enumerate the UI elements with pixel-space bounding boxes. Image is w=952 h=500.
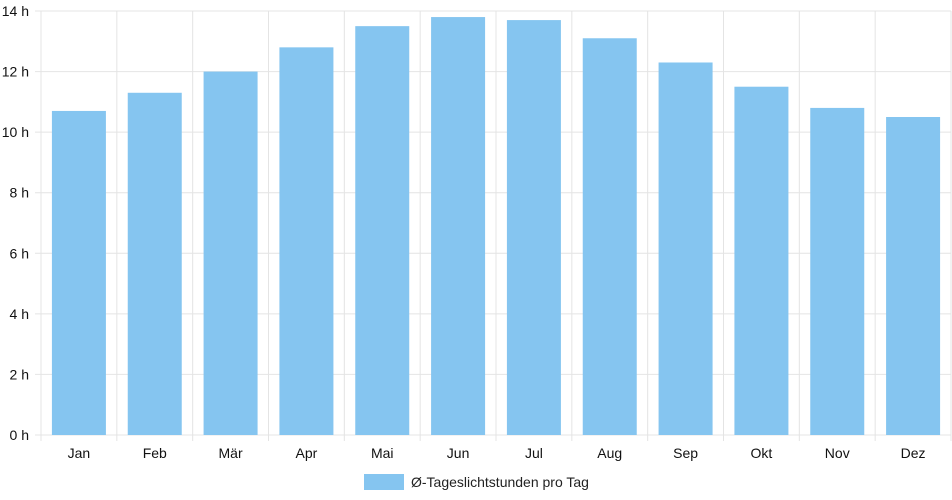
bar[interactable]	[127, 92, 182, 436]
bar[interactable]	[431, 17, 486, 436]
bars	[51, 17, 941, 436]
bar[interactable]	[734, 86, 789, 435]
y-tick-label: 2 h	[10, 366, 29, 382]
bar[interactable]	[355, 26, 410, 436]
x-tick-label: Feb	[143, 445, 167, 461]
y-tick-label: 14 h	[2, 3, 29, 19]
bar[interactable]	[886, 117, 941, 435]
legend-label[interactable]: Ø-Tageslichtstunden pro Tag	[411, 474, 589, 490]
x-tick-label: Mai	[371, 445, 394, 461]
x-tick-label: Apr	[296, 445, 318, 461]
x-tick-label: Jan	[68, 445, 91, 461]
y-axis-ticks: 0 h 2 h 4 h 6 h 8 h 10 h 12 h 14 h	[2, 3, 29, 443]
bar[interactable]	[51, 110, 106, 435]
bar[interactable]	[810, 107, 865, 436]
y-tick-label: 6 h	[10, 245, 29, 261]
grid-lines	[35, 10, 952, 441]
bar[interactable]	[203, 71, 258, 436]
y-tick-label: 10 h	[2, 124, 29, 140]
x-tick-label: Aug	[597, 445, 622, 461]
bar[interactable]	[658, 62, 713, 435]
x-tick-label: Dez	[901, 445, 926, 461]
y-tick-label: 0 h	[10, 427, 29, 443]
x-axis-ticks: Jan Feb Mär Apr Mai Jun Jul Aug Sep Okt Nov Dez	[68, 445, 926, 461]
y-tick-label: 12 h	[2, 64, 29, 80]
x-tick-label: Mär	[219, 445, 243, 461]
x-tick-label: Okt	[751, 445, 773, 461]
bar[interactable]	[506, 20, 561, 435]
y-tick-label: 8 h	[10, 185, 29, 201]
legend[interactable]: Ø-Tageslichtstunden pro Tag	[364, 474, 589, 490]
x-tick-label: Jun	[447, 445, 470, 461]
legend-swatch[interactable]	[364, 474, 404, 490]
y-tick-label: 4 h	[10, 306, 29, 322]
x-tick-label: Jul	[525, 445, 543, 461]
bar[interactable]	[582, 38, 637, 435]
bar[interactable]	[279, 47, 334, 435]
x-tick-label: Nov	[825, 445, 850, 461]
x-tick-label: Sep	[673, 445, 698, 461]
